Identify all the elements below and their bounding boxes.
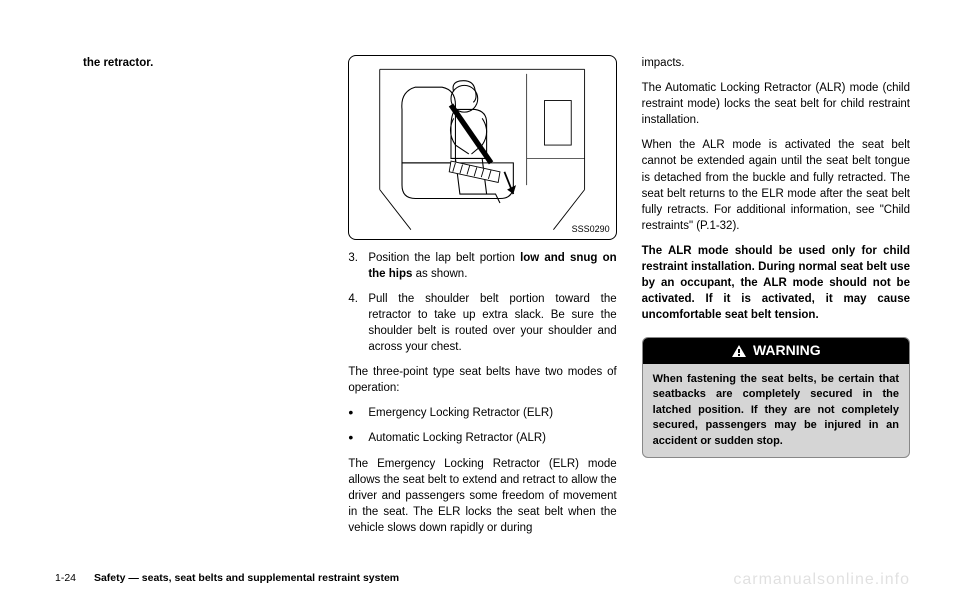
column-2: SSS0290 3. Position the lap belt portion… [348, 55, 616, 545]
col3-para2: The Automatic Locking Retractor (ALR) mo… [642, 80, 910, 128]
bullet1-text: Emergency Locking Retractor (ELR) [368, 405, 616, 421]
figure-label: SSS0290 [572, 223, 610, 236]
col3-para1: impacts. [642, 55, 910, 71]
item4-text: Pull the shoulder belt portion toward th… [368, 291, 616, 355]
bullet-icon: • [348, 430, 368, 446]
col3-para3: When the ALR mode is activated the seat … [642, 137, 910, 234]
item3-text: Position the lap belt portion low and sn… [368, 250, 616, 282]
figure-svg [349, 56, 615, 239]
bullet-icon: • [348, 405, 368, 421]
watermark: carmanualsonline.info [733, 569, 910, 591]
page-footer: 1-24 Safety — seats, seat belts and supp… [55, 571, 399, 586]
col3-para4-bold: The ALR mode should be used only for chi… [642, 243, 910, 323]
warning-title: WARNING [753, 341, 821, 361]
page-number: 1-24 [55, 572, 76, 584]
seat-belt-illustration: SSS0290 [348, 55, 616, 240]
col2-item4: 4. Pull the shoulder belt portion toward… [348, 291, 616, 355]
column-3: impacts. The Automatic Locking Retractor… [642, 55, 910, 545]
item3-text-a: Position the lap belt portion [368, 252, 520, 264]
col2-bullet1: • Emergency Locking Retractor (ELR) [348, 405, 616, 421]
item3-number: 3. [348, 250, 368, 282]
section-title: Safety — seats, seat belts and supplemen… [94, 572, 399, 584]
warning-triangle-icon [731, 344, 747, 358]
bullet2-text: Automatic Locking Retractor (ALR) [368, 430, 616, 446]
col1-line1: the retractor. [55, 55, 323, 71]
col2-para1: The three-point type seat belts have two… [348, 364, 616, 396]
item3-text-b: as shown. [412, 268, 467, 280]
col2-item3: 3. Position the lap belt portion low and… [348, 250, 616, 282]
page-content: the retractor. [55, 55, 910, 545]
col2-bullet2: • Automatic Locking Retractor (ALR) [348, 430, 616, 446]
col2-para2: The Emergency Locking Retractor (ELR) mo… [348, 456, 616, 536]
warning-body: When fastening the seat belts, be certai… [643, 364, 909, 457]
warning-header: WARNING [643, 338, 909, 364]
item4-number: 4. [348, 291, 368, 355]
warning-box: WARNING When fastening the seat belts, b… [642, 337, 910, 458]
column-1: the retractor. [55, 55, 323, 545]
